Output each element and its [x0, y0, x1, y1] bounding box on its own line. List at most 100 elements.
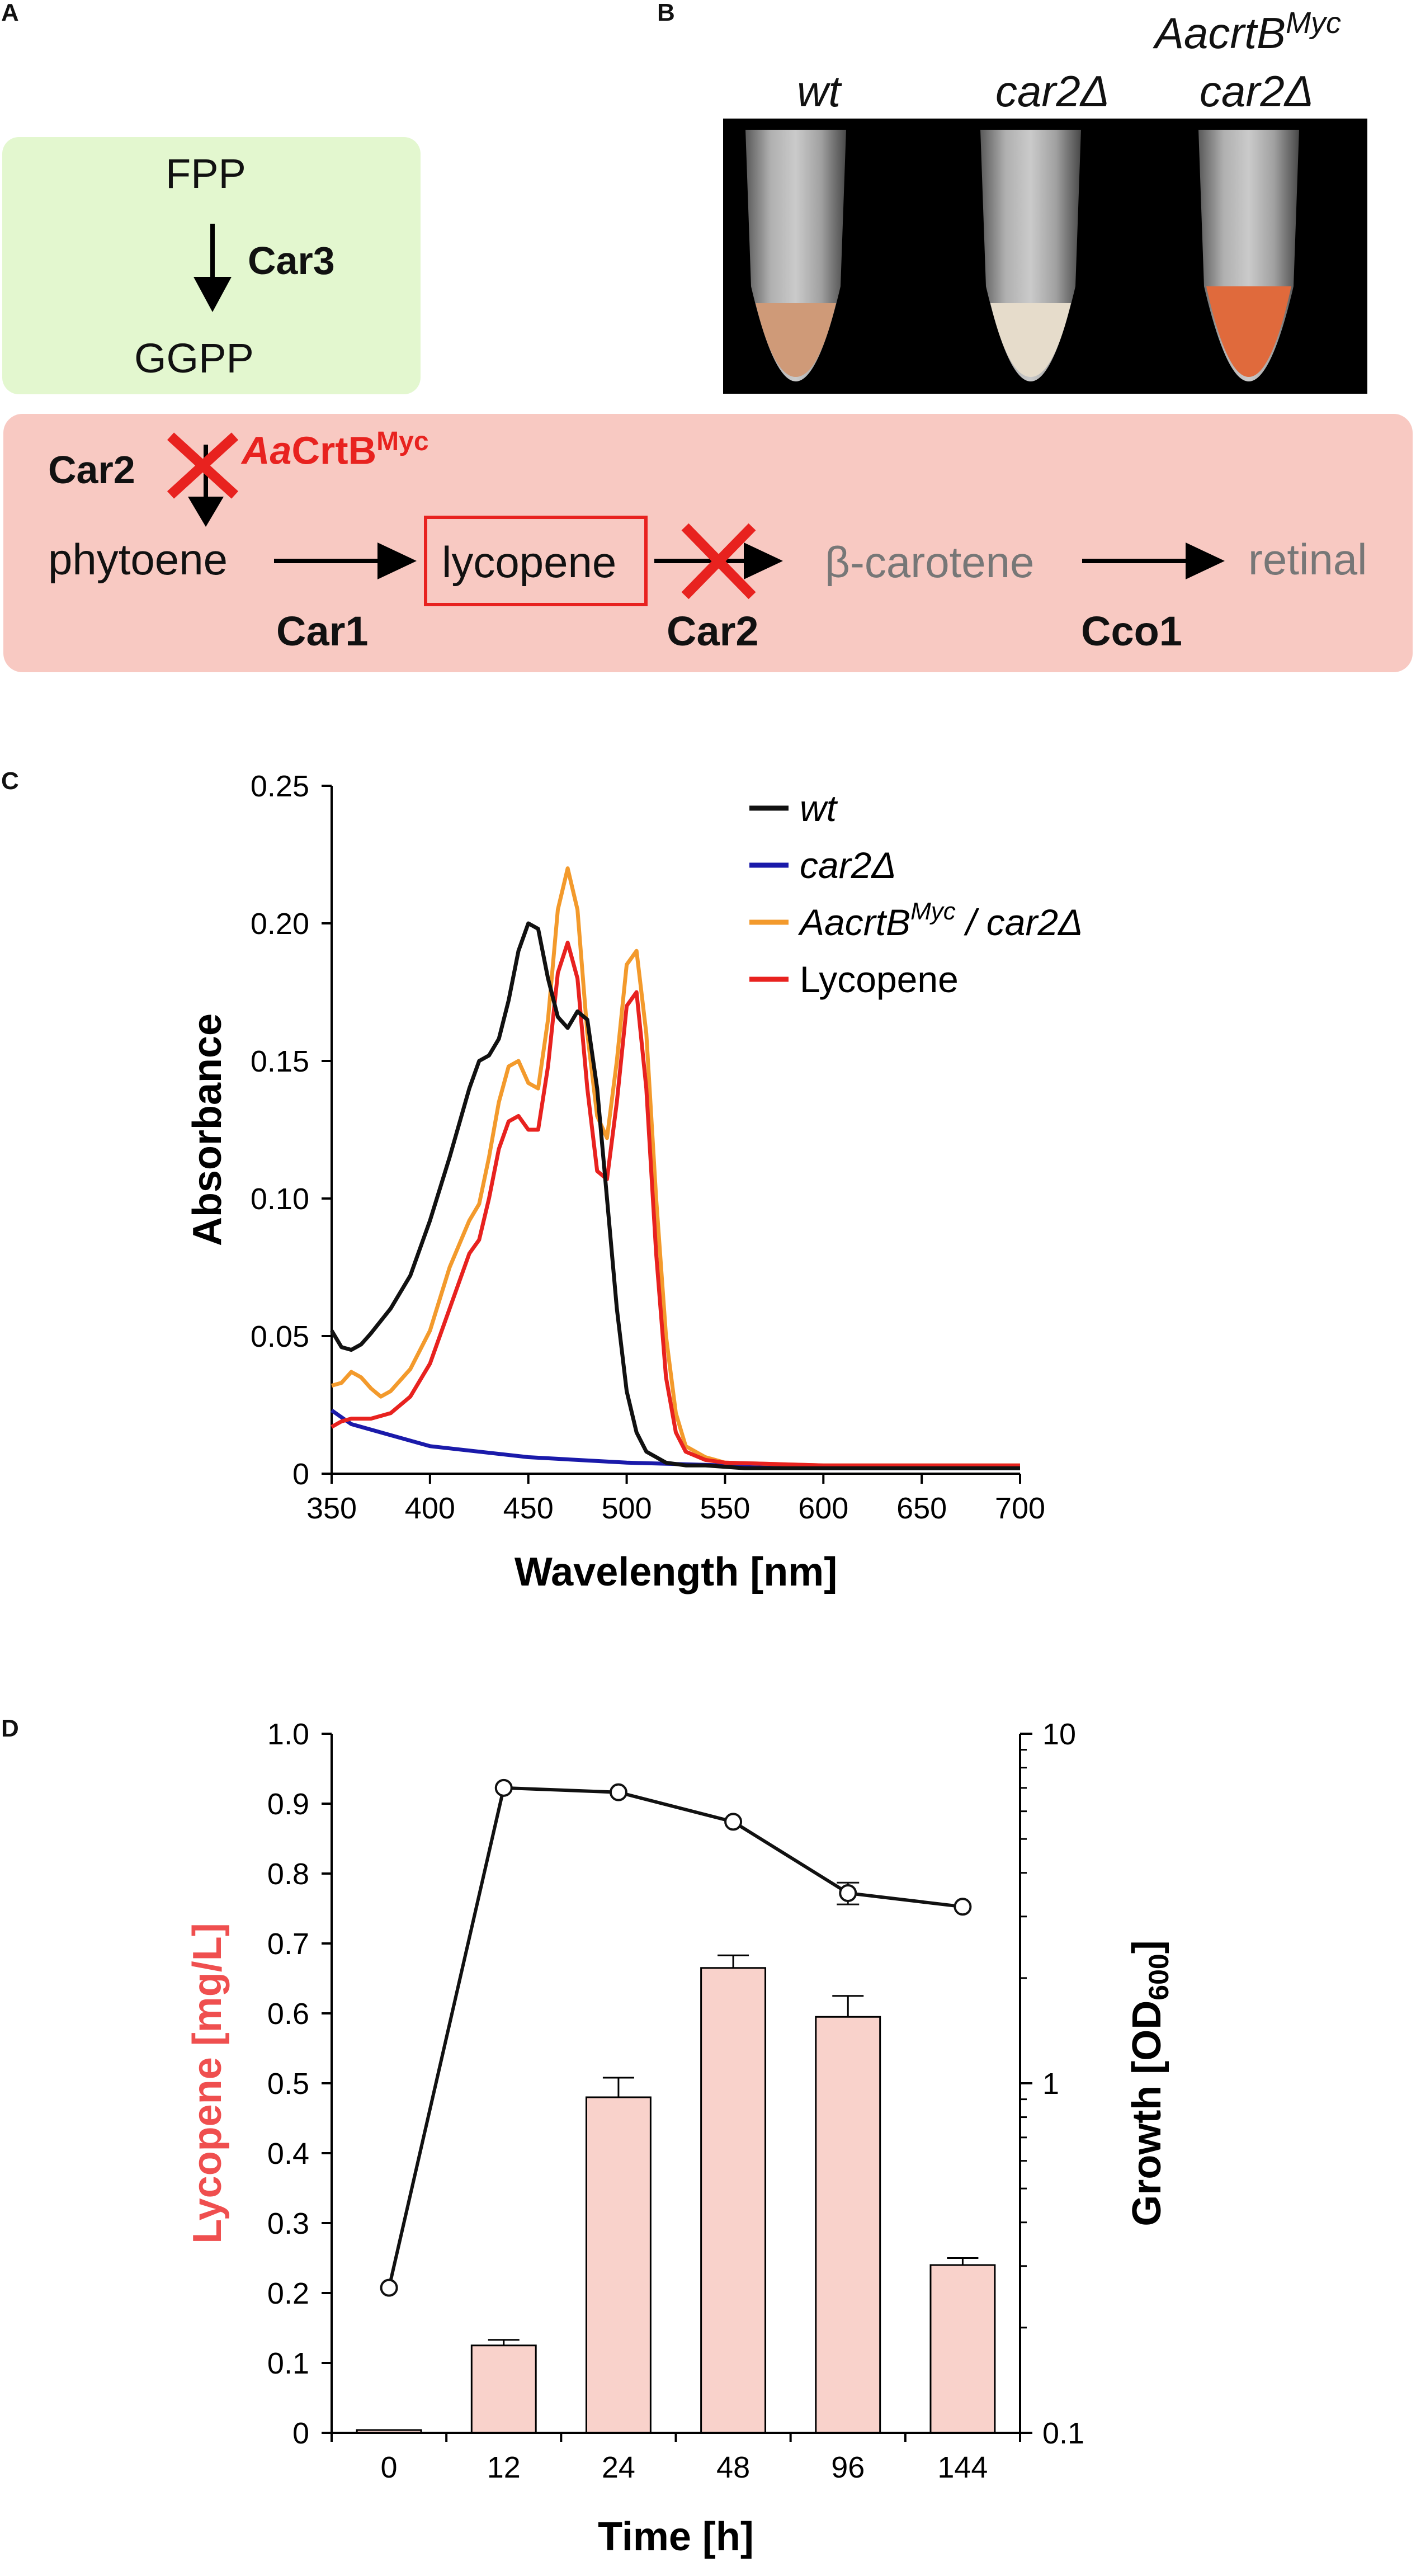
- phytoene-lycopene-arrowhead: [377, 542, 417, 579]
- car3-label: Car3: [248, 239, 335, 282]
- d-left-tick-label: 0.2: [267, 2277, 309, 2310]
- d-bar-12: [470, 2344, 537, 2434]
- c-y-axis-title: Absorbance: [185, 1013, 230, 1246]
- tube-wt-pellet: [756, 303, 836, 377]
- c-x-tick-label: 450: [503, 1492, 554, 1525]
- c-x-axis-title: Wavelength [nm]: [515, 1550, 837, 1594]
- tube-wt: [745, 130, 846, 381]
- d-bar-144: [929, 2264, 996, 2434]
- d-bar-48: [700, 1967, 767, 2434]
- lycopene-production-chart: 0 0.1 0.2 0.3 0.4 0.5 0.6 0.7 0.8 0.9 1.0 0.1 1 10 0 12…: [185, 1718, 1174, 2559]
- d-growth-point-96: [839, 1884, 857, 1902]
- c-x-tick-label: 650: [896, 1492, 947, 1525]
- car2-deletion-cross-icon: [167, 432, 239, 499]
- tube-strain-pellet: [1206, 286, 1291, 377]
- d-x-tick-label: 48: [716, 2451, 750, 2484]
- tube-photo: [723, 119, 1367, 394]
- d-x-tick-label: 0: [381, 2451, 398, 2484]
- d-bar-24: [585, 2096, 652, 2434]
- d-left-tick-label: 0.5: [267, 2067, 309, 2101]
- lycopene-carotene-arrowhead: [744, 542, 783, 579]
- tube-photo-drawing: [745, 130, 1299, 381]
- d-growth-line: [387, 1786, 963, 2289]
- absorbance-chart: 350 400 450 500 550 600 650 700 0 0.05 0.10 0.15 0.2…: [185, 770, 1083, 1594]
- aacrtb-label: AaCrtBMyc: [242, 426, 429, 473]
- fpp-label: FPP: [166, 150, 246, 197]
- car2-block-cross-icon: [681, 523, 756, 600]
- c-x-tick-label: 500: [602, 1492, 652, 1525]
- aacrtb-sup: Myc: [376, 427, 429, 456]
- d-left-tick-label: 1.0: [267, 1718, 309, 1751]
- d-x-tick-label: 12: [487, 2451, 521, 2484]
- c-series-line-0: [329, 921, 1020, 1470]
- d-left-tick-label: 0.4: [267, 2137, 309, 2171]
- d-right-tick-label: 0.1: [1042, 2417, 1084, 2450]
- strain-top-main: AacrtB: [1155, 8, 1286, 58]
- carotenoid-pathway-box: [3, 414, 1413, 672]
- pathway-arrows: [167, 224, 1225, 600]
- ggpp-label: GGPP: [134, 335, 254, 381]
- panel-label-a: A: [1, 0, 19, 26]
- d-left-tick-label: 0.6: [267, 1997, 309, 2031]
- ggpp-phytoene-arrowhead: [188, 497, 224, 527]
- d-growth-point-12: [494, 1778, 513, 1797]
- d-left-tick-label: 0.3: [267, 2207, 309, 2240]
- c-x-tick-label: 550: [700, 1492, 750, 1525]
- c-series-line-2: [331, 866, 1020, 1468]
- c-x-tick-label: 700: [995, 1492, 1045, 1525]
- carotene-retinal-arrowhead: [1186, 542, 1225, 579]
- car2-bottom-label: Car2: [667, 608, 759, 654]
- d-bar-96: [815, 2016, 881, 2434]
- fpp-ggpp-arrowhead: [193, 277, 232, 312]
- c-y-tick-label: 0.20: [251, 907, 309, 941]
- c-y-tick-label: 0.25: [251, 770, 309, 803]
- c-legend-entry: wt: [800, 787, 838, 829]
- aacrtb-prefix: Aa: [242, 428, 292, 473]
- c-y-tick-label: 0.15: [251, 1045, 309, 1078]
- strain-top-sup: Myc: [1286, 6, 1342, 40]
- retinal-label: retinal: [1248, 535, 1367, 584]
- panel-label-d: D: [1, 1715, 19, 1742]
- photo-label-strain-bottom: car2Δ: [1200, 67, 1314, 116]
- c-y-tick-label: 0.10: [251, 1182, 309, 1216]
- c-x-tick-label: 350: [306, 1492, 357, 1525]
- c-y-tick-label: 0: [292, 1457, 309, 1491]
- c-series-line-3: [331, 940, 1020, 1468]
- photo-label-strain-top: AacrtBMyc: [1155, 6, 1341, 59]
- photo-label-car2: car2Δ: [995, 67, 1110, 116]
- d-growth-point-24: [609, 1783, 627, 1801]
- panel-label-b: B: [657, 0, 675, 26]
- car1-label: Car1: [276, 608, 369, 654]
- c-legend-entry: car2Δ: [800, 844, 896, 886]
- d-x-axis-title: Time [h]: [598, 2514, 754, 2559]
- c-x-tick-label: 600: [798, 1492, 848, 1525]
- phytoene-label: phytoene: [48, 535, 228, 584]
- d-left-tick-label: 0.7: [267, 1927, 309, 1961]
- cco1-label: Cco1: [1081, 608, 1182, 654]
- d-right-axis-title: Growth [OD600]: [1125, 1940, 1174, 2226]
- c-legend-entry: Lycopene: [800, 959, 959, 1000]
- d-right-tick-label: 10: [1042, 1718, 1076, 1751]
- d-left-tick-label: 0.9: [267, 1787, 309, 1821]
- d-growth-point-144: [954, 1898, 972, 1916]
- d-left-tick-label: 0: [292, 2417, 309, 2450]
- d-left-axis-title: Lycopene [mg/L]: [185, 1923, 230, 2243]
- d-growth-point-0: [380, 2278, 398, 2297]
- panel-label-c: C: [1, 767, 19, 795]
- d-right-tick-label: 1: [1042, 2067, 1059, 2101]
- aacrtb-main: CrtB: [291, 428, 377, 473]
- d-x-tick-label: 96: [831, 2451, 865, 2484]
- d-growth-point-48: [724, 1813, 743, 1831]
- c-legend-entry: AacrtBMyc / car2Δ: [797, 898, 1083, 943]
- lycopene-label: lycopene: [442, 537, 617, 587]
- c-y-tick-label: 0.05: [251, 1320, 309, 1353]
- beta-carotene-label: β-carotene: [825, 537, 1035, 587]
- photo-label-wt: wt: [797, 67, 841, 116]
- lycopene-highlight-box: [424, 516, 648, 606]
- tube-car2-pellet: [990, 303, 1071, 377]
- tube-strain: [1198, 130, 1299, 381]
- d-left-tick-label: 0.1: [267, 2347, 309, 2380]
- tube-car2: [980, 130, 1081, 381]
- d-x-tick-label: 144: [937, 2451, 988, 2484]
- d-left-tick-label: 0.8: [267, 1857, 309, 1891]
